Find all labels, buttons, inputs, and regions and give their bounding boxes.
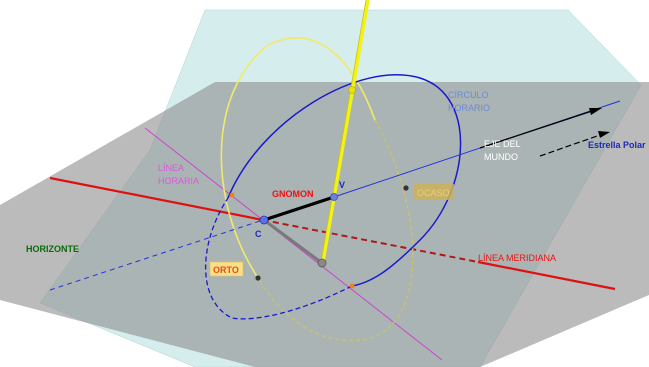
intersection-left <box>229 192 235 198</box>
linea-horaria-label-2: HORARIA <box>158 176 199 186</box>
world-axis-arrow <box>479 110 593 149</box>
orto-box <box>209 261 244 277</box>
circulo-label-1: CÍRCULO <box>448 90 489 100</box>
sun-point <box>348 86 356 94</box>
c-label: C <box>255 229 262 239</box>
intersection-bottom <box>349 283 355 289</box>
meridian-line-dashed <box>262 219 479 263</box>
gnomon <box>263 195 335 222</box>
gnomon-axis-shade <box>320 0 367 263</box>
hour-circle-visible <box>227 74 462 287</box>
linea-meridiana-label: LÍNEA MERIDIANA <box>478 253 556 263</box>
orto-point <box>255 275 261 281</box>
polar-star-label: Estrella Polar <box>588 140 646 150</box>
v-label: V <box>339 180 345 190</box>
point-v <box>330 193 338 201</box>
orto-label: ORTO <box>213 265 239 275</box>
point-c <box>259 215 269 225</box>
world-axis-dashed <box>49 219 264 291</box>
ocaso-point <box>403 185 409 191</box>
horizonte-label: HORIZONTE <box>26 244 79 254</box>
polar-star-arrowhead <box>598 131 610 138</box>
linea-horaria-label-1: LÍNEA <box>158 163 184 173</box>
sun-path-hidden <box>257 119 414 342</box>
gnomon-axis <box>321 0 370 263</box>
gnomon-shadow <box>263 218 323 265</box>
meridian-line-solid <box>49 176 264 222</box>
eje-label-1: EJE DEL <box>484 139 521 149</box>
sun-path-visible <box>220 37 376 279</box>
world-axis-arrowhead <box>589 108 602 115</box>
hour-circle-hidden <box>205 197 353 320</box>
ocaso-box <box>414 184 454 200</box>
gnomon-label: GNOMON <box>272 189 314 199</box>
shadow-tip-point <box>317 258 327 268</box>
hour-line <box>144 127 443 361</box>
circulo-label-2: HORARIO <box>448 103 490 113</box>
polar-star-arrow <box>539 134 601 157</box>
meridian-line-solid-end <box>477 260 616 291</box>
ocaso-label: OCASO <box>417 188 450 198</box>
eje-label-2: MUNDO <box>484 152 518 162</box>
horizon-plane <box>0 82 649 367</box>
